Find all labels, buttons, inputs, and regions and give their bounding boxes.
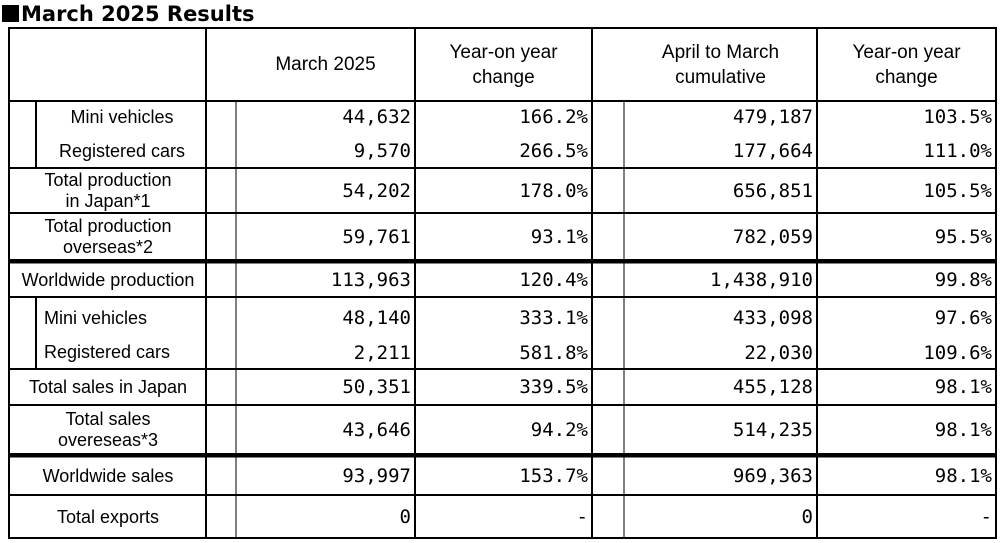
cell-cumulative: 514,235 [732, 418, 813, 441]
cell-march: 113,963 [330, 269, 411, 291]
cell-march-yoy: 339.5% [519, 376, 588, 398]
row-label: Total exports [56, 506, 160, 527]
cell-march-yoy: 94.2% [530, 418, 588, 441]
cell-cumulative-yoy: - [980, 506, 992, 528]
cell-march-yoy: 153.7% [519, 465, 588, 487]
cell-cumulative-yoy: 98.1% [934, 418, 992, 441]
row-label: Worldwide sales [42, 465, 174, 486]
black-square-icon [2, 5, 19, 22]
cell-cumulative-yoy: 98.1% [934, 376, 992, 398]
cell-march: 9,570 [353, 140, 411, 162]
page-title-text: March 2025 Results [21, 2, 255, 26]
row-label: Total sales overeseas*3 [57, 408, 159, 450]
cell-cumulative: 433,098 [732, 307, 813, 329]
cell-march: 59,761 [342, 225, 411, 248]
cell-march-yoy: - [576, 506, 588, 528]
cell-cumulative-yoy: 111.0% [923, 140, 992, 162]
cell-cumulative-yoy: 98.1% [934, 465, 992, 487]
cell-cumulative: 0 [801, 506, 813, 528]
cell-cumulative-yoy: 95.5% [934, 225, 992, 248]
cell-march-yoy: 93.1% [530, 225, 588, 248]
cell-march: 0 [399, 506, 411, 528]
cell-march: 54,202 [342, 179, 411, 202]
cell-cumulative: 455,128 [732, 376, 813, 398]
cell-cumulative: 177,664 [732, 140, 813, 162]
cell-cumulative-yoy: 99.8% [934, 269, 992, 291]
cell-march: 93,997 [342, 465, 411, 487]
row-label: Total sales in Japan [28, 376, 188, 397]
cell-cumulative: 656,851 [732, 179, 813, 202]
cell-cumulative: 1,438,910 [710, 269, 813, 291]
cell-march-yoy: 266.5% [519, 140, 588, 162]
row-label: Total production in Japan*1 [44, 169, 172, 211]
row-label: Mini vehicles [44, 307, 148, 328]
header-march-yoy: Year-on year change [449, 41, 558, 88]
row-label: Total production overseas*2 [44, 215, 172, 257]
header-march: March 2025 [275, 54, 376, 75]
cell-cumulative-yoy: 105.5% [923, 179, 992, 202]
cell-march-yoy: 581.8% [519, 341, 588, 364]
cell-march-yoy: 166.2% [519, 106, 588, 128]
cell-march-yoy: 120.4% [519, 269, 588, 291]
row-label: Registered cars [44, 342, 171, 362]
cell-cumulative-yoy: 97.6% [934, 307, 992, 329]
cell-march: 50,351 [342, 376, 411, 398]
cell-cumulative: 969,363 [732, 465, 813, 487]
cell-march: 43,646 [342, 418, 411, 441]
cell-cumulative: 782,059 [732, 225, 813, 248]
cell-cumulative: 479,187 [732, 106, 813, 128]
row-label: Worldwide production [21, 269, 195, 290]
cell-march: 48,140 [342, 307, 411, 329]
cell-march-yoy: 178.0% [519, 179, 588, 202]
cell-cumulative-yoy: 103.5% [923, 106, 992, 128]
row-label: Mini vehicles [70, 106, 174, 127]
cell-cumulative-yoy: 109.6% [923, 341, 992, 364]
row-label: Registered cars [58, 140, 186, 161]
page-title: March 2025 Results [2, 1, 255, 27]
cell-march-yoy: 333.1% [519, 307, 588, 329]
header-cumulative-yoy: Year-on year change [852, 41, 961, 88]
cell-cumulative: 22,030 [744, 341, 813, 364]
cell-march: 44,632 [342, 106, 411, 128]
cell-march: 2,211 [353, 341, 411, 364]
header-cumulative: April to March cumulative [661, 41, 780, 88]
